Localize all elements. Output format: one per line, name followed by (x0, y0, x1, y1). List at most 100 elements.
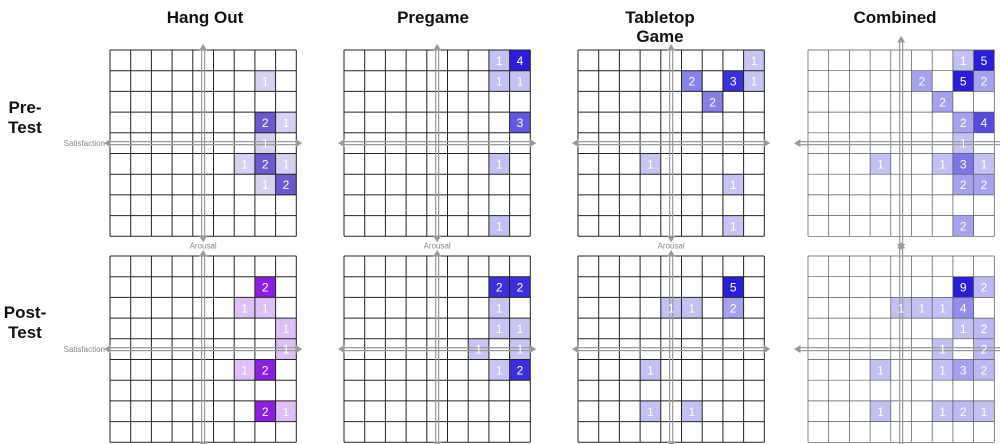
cell-value-label: 2 (981, 75, 988, 89)
cell-value-label: 1 (517, 75, 524, 89)
cell-value-label: 1 (877, 363, 884, 377)
cell-value-label: 1 (241, 157, 248, 171)
cell-value-label: 1 (689, 405, 696, 419)
heatmap-cell (681, 400, 703, 422)
arrowhead (667, 235, 676, 243)
heatmap-cell (952, 132, 974, 154)
cell-value-label: 1 (877, 157, 884, 171)
arrowhead (897, 36, 906, 43)
cell-value-label: 1 (496, 157, 503, 171)
arrowhead (667, 441, 676, 444)
cell-value-label: 1 (939, 157, 946, 171)
cell-value-label: 2 (939, 95, 946, 109)
cell-value-label: 2 (960, 405, 967, 419)
cell-value-label: 1 (919, 301, 926, 315)
cell-value-label: 1 (517, 322, 524, 336)
heatmap-cell (722, 174, 744, 195)
cell-value-label: 3 (517, 116, 524, 130)
arrowhead (104, 345, 111, 354)
arrowhead (295, 139, 303, 148)
arrowhead (104, 139, 111, 148)
arrowhead (199, 250, 208, 257)
cell-value-label: 2 (960, 219, 967, 233)
row-title-line: Test (8, 118, 42, 137)
cell-value-label: 5 (730, 281, 737, 295)
cell-value-label: 1 (668, 301, 675, 315)
cell-value-label: 1 (730, 178, 737, 192)
cell-value-label: 2 (709, 95, 716, 109)
heatmap-cell (973, 50, 995, 71)
heatmap-cell (488, 215, 510, 237)
cell-value-label: 1 (496, 322, 503, 336)
heatmap-cell (275, 338, 297, 360)
arrowhead (763, 345, 771, 354)
heatmap-cell (234, 359, 255, 381)
heatmap-cell (254, 297, 276, 319)
cell-value-label: 1 (283, 116, 290, 130)
cell-value-label: 1 (241, 363, 248, 377)
heatmap-cell (722, 297, 744, 319)
heatmap-cell (973, 276, 995, 298)
heatmap-cell (488, 359, 510, 381)
row-title-line: Post- (4, 303, 47, 322)
heatmap-cell (488, 153, 510, 175)
cell-value-label: 2 (981, 178, 988, 192)
column-title-line: Game (636, 27, 683, 46)
arrowhead (572, 139, 579, 148)
arrowhead (794, 139, 801, 148)
arousal-axis-label: Arousal (658, 241, 685, 250)
cell-value-label: 1 (939, 301, 946, 315)
cell-value-label: 1 (939, 343, 946, 357)
column-title: Tabletop Game (625, 8, 695, 46)
cell-value-label: 2 (981, 322, 988, 336)
heatmap-cell (932, 297, 953, 319)
heatmap-cell (973, 338, 995, 360)
cell-value-label: 1 (751, 54, 758, 68)
heatmap-cell (509, 50, 531, 71)
heatmap-cell (932, 338, 953, 360)
arrowhead (338, 345, 345, 354)
cell-value-label: 2 (981, 343, 988, 357)
cell-value-label: 1 (496, 301, 503, 315)
heatmap-cell (234, 153, 255, 175)
cell-value-label: 9 (960, 281, 967, 295)
heatmap-panel: Arousal221111112 (338, 250, 537, 444)
heatmap-cell (660, 297, 682, 319)
heatmap-cell (509, 338, 531, 360)
cell-value-label: 1 (496, 363, 503, 377)
heatmap-cell (973, 174, 995, 195)
heatmap-cell (509, 112, 531, 133)
column-title-line: Tabletop (625, 8, 695, 27)
heatmap-cell (488, 276, 510, 298)
heatmap-cell (488, 318, 510, 339)
cell-value-label: 1 (981, 405, 988, 419)
heatmap-cell (952, 400, 974, 422)
cell-value-label: 1 (751, 75, 758, 89)
heatmap-cell (973, 318, 995, 339)
cell-value-label: 2 (689, 75, 696, 89)
cell-value-label: 2 (960, 116, 967, 130)
heatmap-cell (870, 153, 891, 175)
cell-value-label: 2 (730, 301, 737, 315)
heatmap-cell (509, 359, 531, 381)
cell-value-label: 1 (262, 178, 269, 192)
heatmap-cell (702, 91, 723, 113)
cell-value-label: 2 (496, 281, 503, 295)
heatmap-cell (509, 318, 531, 339)
cell-value-label: 4 (517, 54, 524, 68)
heatmap-cell (468, 338, 489, 360)
column-title-line: Pregame (397, 8, 469, 27)
cell-value-label: 2 (919, 75, 926, 89)
arrowhead (763, 139, 771, 148)
arrowhead (529, 345, 537, 354)
heatmap-cell (275, 153, 297, 175)
heatmap-cell (681, 70, 703, 92)
heatmap-cell (973, 400, 995, 422)
cell-value-label: 1 (496, 219, 503, 233)
heatmap-cell (743, 50, 765, 71)
